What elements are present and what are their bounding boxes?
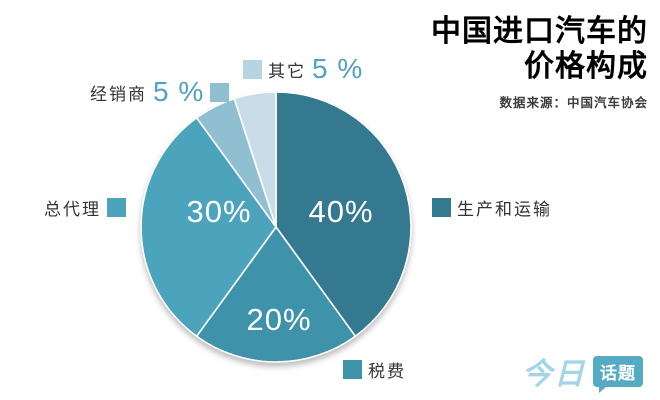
legend-swatch-tax — [343, 359, 362, 379]
logo-bubble-text: 话题 — [593, 355, 643, 393]
legend-item-tax: 税费 — [343, 358, 406, 381]
legend-swatch-production — [432, 197, 451, 217]
slice-value-production: 40% — [308, 194, 374, 229]
legend-label-dealer: 经销商 — [90, 84, 147, 104]
pie-slice-production — [275, 91, 412, 338]
legend-item-agent: 总代理 — [44, 196, 126, 219]
legend-swatch-agent — [107, 197, 126, 217]
pie-slice-other — [233, 91, 277, 228]
legend-item-production: 生产和运输 — [432, 196, 552, 219]
pie-slice-agent — [140, 116, 277, 338]
today-topic-logo: 今日 话题 — [522, 349, 643, 393]
logo-script-text: 今日 — [522, 358, 586, 391]
legend-swatch-dealer — [210, 82, 230, 102]
legend-label-agent: 总代理 — [44, 199, 101, 219]
slice-value-tax: 20% — [246, 302, 312, 337]
data-source: 数据来源：中国汽车协会 — [499, 96, 648, 110]
legend-label-tax: 税费 — [368, 361, 406, 381]
legend-value-other: 5 % — [312, 53, 364, 84]
chart-title-line1: 中国进口汽车的 — [431, 15, 648, 48]
slice-value-agent: 30% — [186, 194, 252, 229]
legend-label-other: 其它 — [268, 61, 306, 81]
pie-chart — [140, 91, 412, 363]
legend-value-dealer: 5 % — [153, 76, 205, 107]
chart-title-line2: 价格构成 — [524, 50, 648, 83]
pie-slice-tax — [195, 226, 357, 363]
legend-item-other: 其它 5 % — [243, 53, 364, 84]
legend-swatch-other — [243, 59, 262, 79]
legend-label-production: 生产和运输 — [457, 199, 552, 219]
legend-item-dealer: 经销商 5 % — [90, 76, 230, 107]
title-block: 中国进口汽车的 价格构成 数据来源：中国汽车协会 — [431, 14, 648, 111]
